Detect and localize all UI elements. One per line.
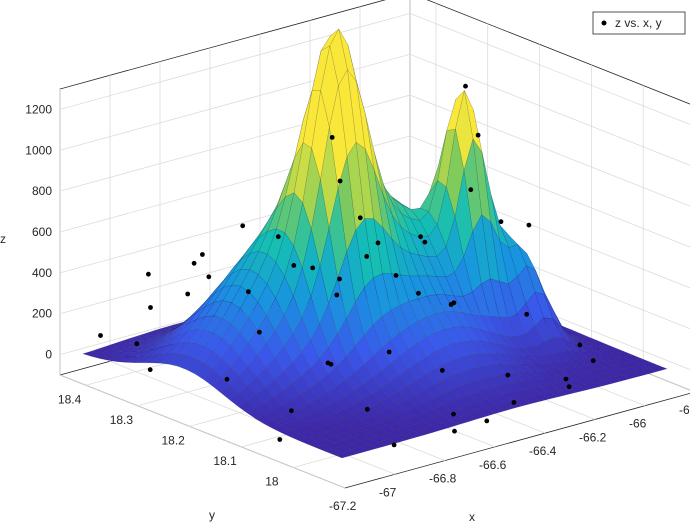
scatter-point [334, 292, 340, 298]
scatter-point [484, 418, 490, 424]
scatter-point [364, 406, 370, 412]
scatter-point [416, 290, 421, 296]
scatter-point [524, 311, 530, 317]
scatter-point [498, 219, 504, 225]
z-tick-label: 1000 [25, 143, 52, 157]
scatter-point [511, 400, 517, 405]
y-tick-label: 18 [265, 475, 279, 489]
scatter-point [147, 367, 153, 373]
y-tick-label: 18.3 [110, 413, 134, 427]
scatter-point [246, 289, 251, 295]
scatter-point [577, 342, 583, 348]
scatter-point [386, 349, 392, 355]
grid-line-x [59, 89, 346, 489]
z-tick-label: 800 [32, 184, 52, 198]
scatter-point [206, 274, 212, 280]
scatter-point [391, 442, 397, 448]
scatter-point [448, 302, 454, 307]
scatter-point [452, 428, 457, 434]
scatter-point [240, 223, 246, 229]
legend-entry: z vs. x, y [615, 16, 662, 30]
scatter-point [393, 273, 399, 278]
scatter-point [463, 83, 468, 89]
x-tick-label: -66.2 [579, 430, 607, 444]
legend-box [592, 11, 686, 35]
scatter-point [526, 222, 532, 228]
scatter-point [468, 187, 474, 193]
scatter-point [364, 254, 370, 259]
x-tick-label: -65.8 [679, 403, 690, 417]
legend: z vs. x, y [592, 11, 686, 35]
tick-labels: -67.2 -67 -66.8 -66.6 -66.4 -66.2 -66 -65.8 18 18… [25, 102, 690, 513]
y-tick-label: 18.4 [58, 392, 82, 406]
surface-mesh [82, 28, 668, 459]
scatter-point [275, 234, 281, 240]
x-tick-label: -66.6 [479, 458, 507, 472]
x-tick-label: -67.2 [329, 499, 357, 513]
y-tick-label: 18.1 [213, 454, 237, 468]
scatter-point [277, 437, 283, 442]
scatter-point [328, 361, 334, 367]
y-tick-label: 18.2 [162, 433, 186, 447]
scatter-point [200, 252, 205, 257]
x-tick-label: -66.8 [429, 472, 457, 486]
z-tick-label: 400 [32, 266, 52, 280]
scatter-point [422, 239, 428, 245]
z-axis-label: z [0, 232, 6, 246]
legend-marker [601, 20, 607, 26]
x-axis-label: x [469, 510, 475, 523]
z-tick-label: 600 [32, 225, 52, 239]
scatter-point [475, 132, 481, 138]
scatter-point [337, 178, 343, 184]
z-tick-label: 1200 [25, 102, 52, 116]
scatter-point [563, 376, 569, 382]
scatter-point [224, 376, 230, 382]
scatter-point [337, 276, 342, 282]
scatter-point [146, 271, 151, 277]
scatter-point [289, 408, 294, 414]
x-tick-label: -66 [629, 417, 647, 431]
scatter-point [451, 411, 456, 417]
y-axis-label: y [209, 508, 215, 522]
scatter-point [590, 358, 596, 364]
scatter-point [185, 291, 191, 297]
z-tick-label: 0 [45, 348, 52, 362]
scatter-point [505, 372, 511, 378]
scatter-point [375, 240, 381, 246]
scatter-point [329, 135, 335, 140]
scatter-point [257, 329, 262, 335]
surface-face [332, 451, 352, 459]
scatter-point [148, 305, 153, 310]
scatter-markers [98, 83, 596, 448]
scatter-point [291, 263, 297, 268]
scatter-point [357, 215, 363, 221]
scatter-point [439, 368, 445, 373]
scatter-point [191, 260, 197, 266]
scatter-point [134, 341, 140, 347]
scatter-point [418, 234, 423, 240]
x-tick-label: -67 [379, 485, 397, 499]
x-tick-label: -66.4 [529, 444, 557, 458]
z-tick-label: 200 [32, 307, 52, 321]
scatter-point [566, 384, 572, 390]
scatter-point [310, 265, 316, 271]
scatter-point [98, 333, 103, 338]
